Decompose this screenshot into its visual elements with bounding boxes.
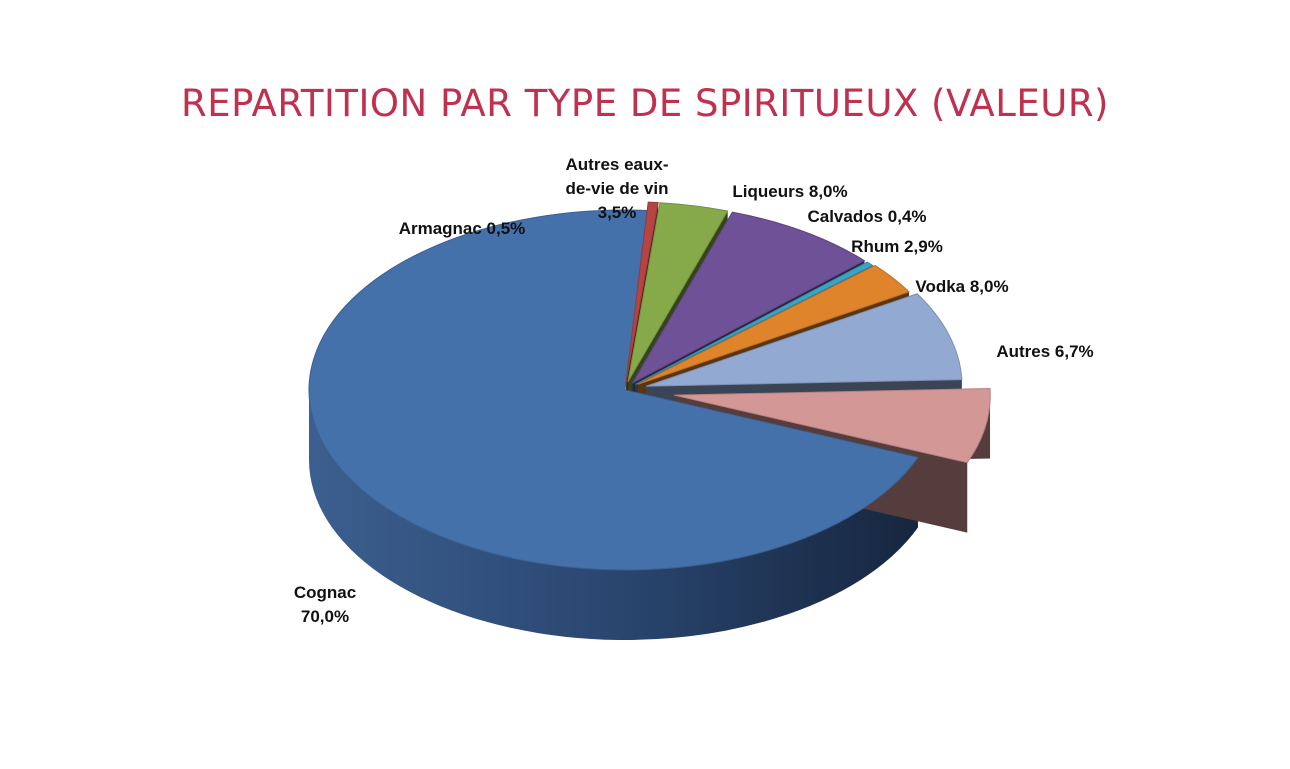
slice-liqueurs [631,211,866,385]
slice-label-armagnac: Armagnac 0,5% [399,219,526,238]
slice-calvados [635,261,874,385]
slice-armagnac [625,201,659,382]
chart-title: REPARTITION PAR TYPE DE SPIRITUEUX (VALE… [181,82,1109,125]
slice-rhum [637,264,910,385]
slice-vodka [645,293,963,387]
slice-cognac [308,209,919,571]
slice-label-rhum: Rhum 2,9% [851,237,943,256]
slice-label-vodka: Vodka 8,0% [915,277,1008,296]
slice-labels: Cognac 70,0% Armagnac 0,5% Autres eaux-de-v… [294,155,1094,626]
slice-autres-eaux-de-vie-de-vin [627,202,729,383]
slice-label-liqueurs: Liqueurs 8,0% [732,182,847,201]
pie-slices [308,201,991,571]
slice-label-cognac: Cognac 70,0% [294,583,356,626]
slice-side-cognac [308,390,918,641]
slice-label-autres-eaux-de-vie-de-vin: Autres eaux-de-vie de vin 3,5% [566,155,669,222]
slice-label-autres: Autres 6,7% [996,342,1093,361]
slice-autres [674,388,991,464]
slice-label-calvados: Calvados 0,4% [807,207,926,226]
